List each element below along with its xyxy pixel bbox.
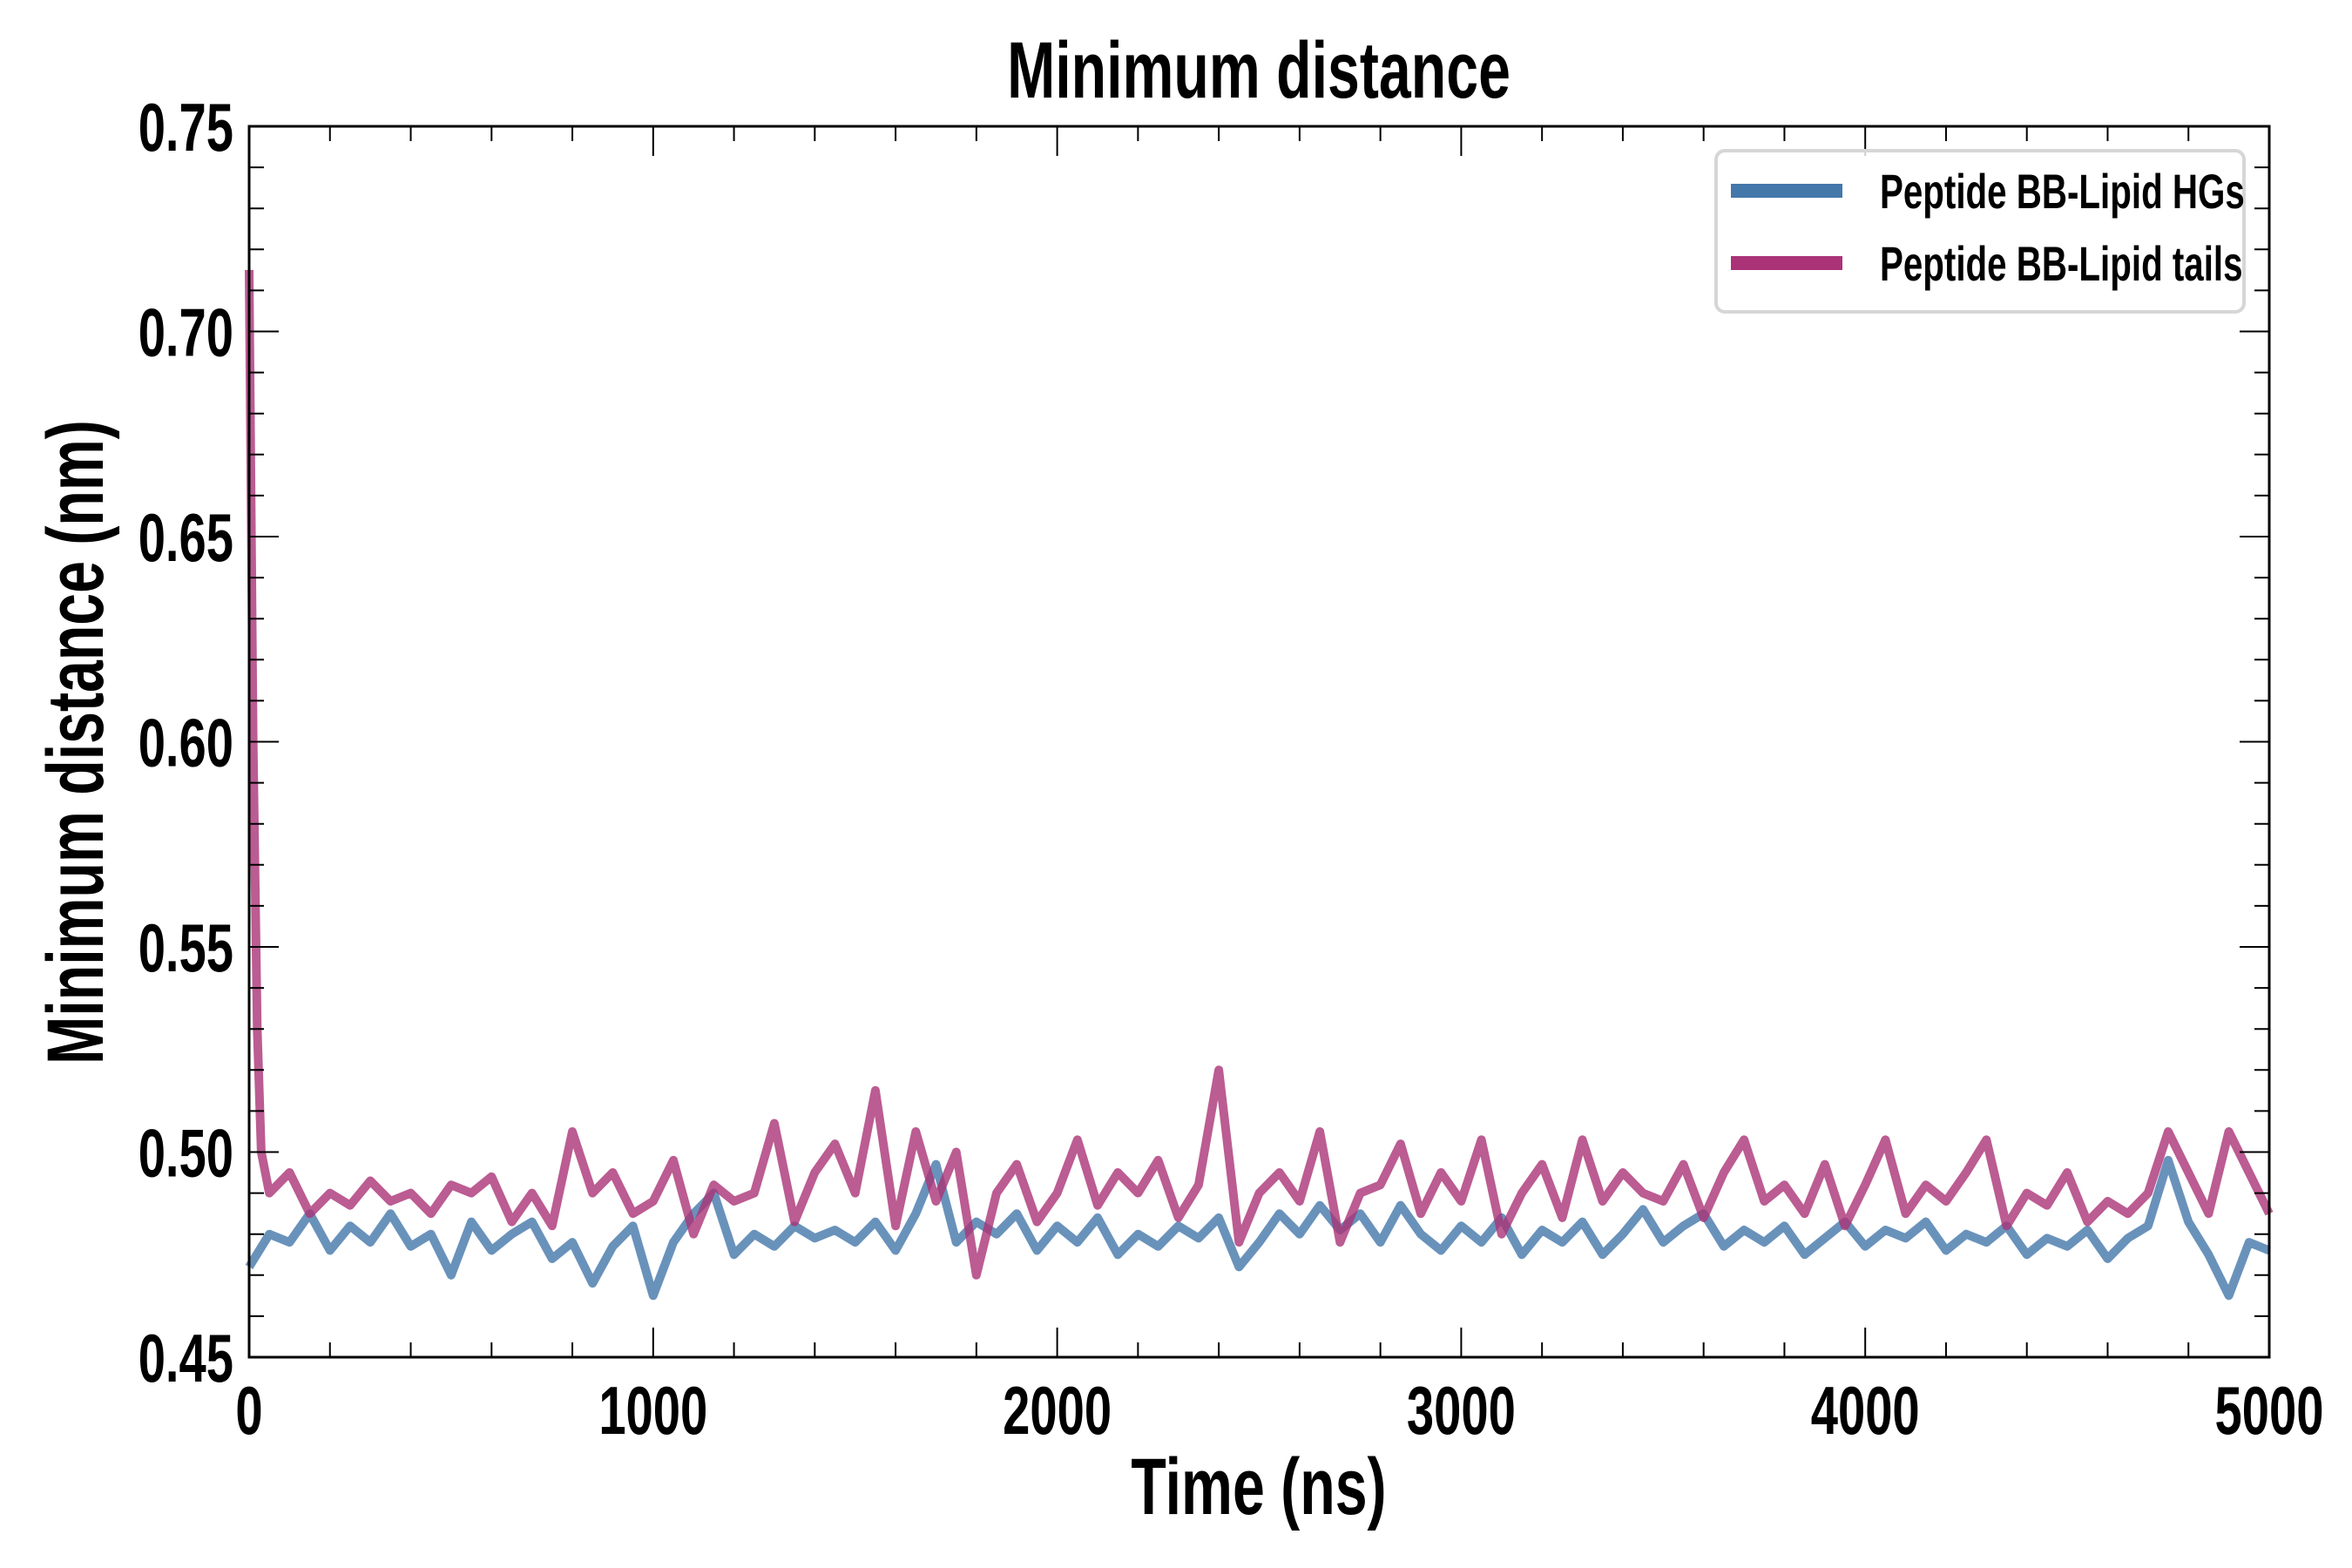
y-tick-label: 0.45 xyxy=(139,1321,233,1396)
x-tick-label: 4000 xyxy=(1811,1373,1920,1449)
chart-title: Minimum distance xyxy=(1007,24,1511,114)
y-tick-label: 0.75 xyxy=(139,90,233,166)
y-tick-label: 0.55 xyxy=(139,910,233,986)
series-line-1 xyxy=(245,269,2274,1280)
x-tick-label: 2000 xyxy=(1003,1373,1112,1449)
plot-frame xyxy=(247,125,2271,1359)
y-tick-label: 0.65 xyxy=(139,500,233,576)
x-tick-label: 0 xyxy=(235,1373,262,1449)
y-tick-label: 0.60 xyxy=(139,705,233,781)
x-axis-label: Time (ns) xyxy=(1131,1441,1386,1531)
y-axis-label: Minimum distance (nm) xyxy=(30,420,119,1064)
y-tick-label: 0.50 xyxy=(139,1115,233,1191)
x-tick-label: 3000 xyxy=(1407,1373,1516,1449)
x-tick-label: 5000 xyxy=(2215,1373,2324,1449)
ticks-layer: 0 1000 2000 3000 4000 5000 0.45 0.50 0.55 0.60 0.6… xyxy=(139,90,2324,1449)
legend-label-tails: Peptide BB-Lipid tails xyxy=(1880,238,2243,292)
legend: Peptide BB-Lipid HGs Peptide BB-Lipid ta… xyxy=(1714,149,2246,314)
legend-box xyxy=(1714,149,2246,314)
x-tick-label: 1000 xyxy=(598,1373,707,1449)
legend-label-hgs: Peptide BB-Lipid HGs xyxy=(1880,166,2245,220)
series-line-0 xyxy=(245,1155,2271,1301)
y-tick-label: 0.70 xyxy=(139,294,233,370)
series-layer xyxy=(245,269,2274,1301)
